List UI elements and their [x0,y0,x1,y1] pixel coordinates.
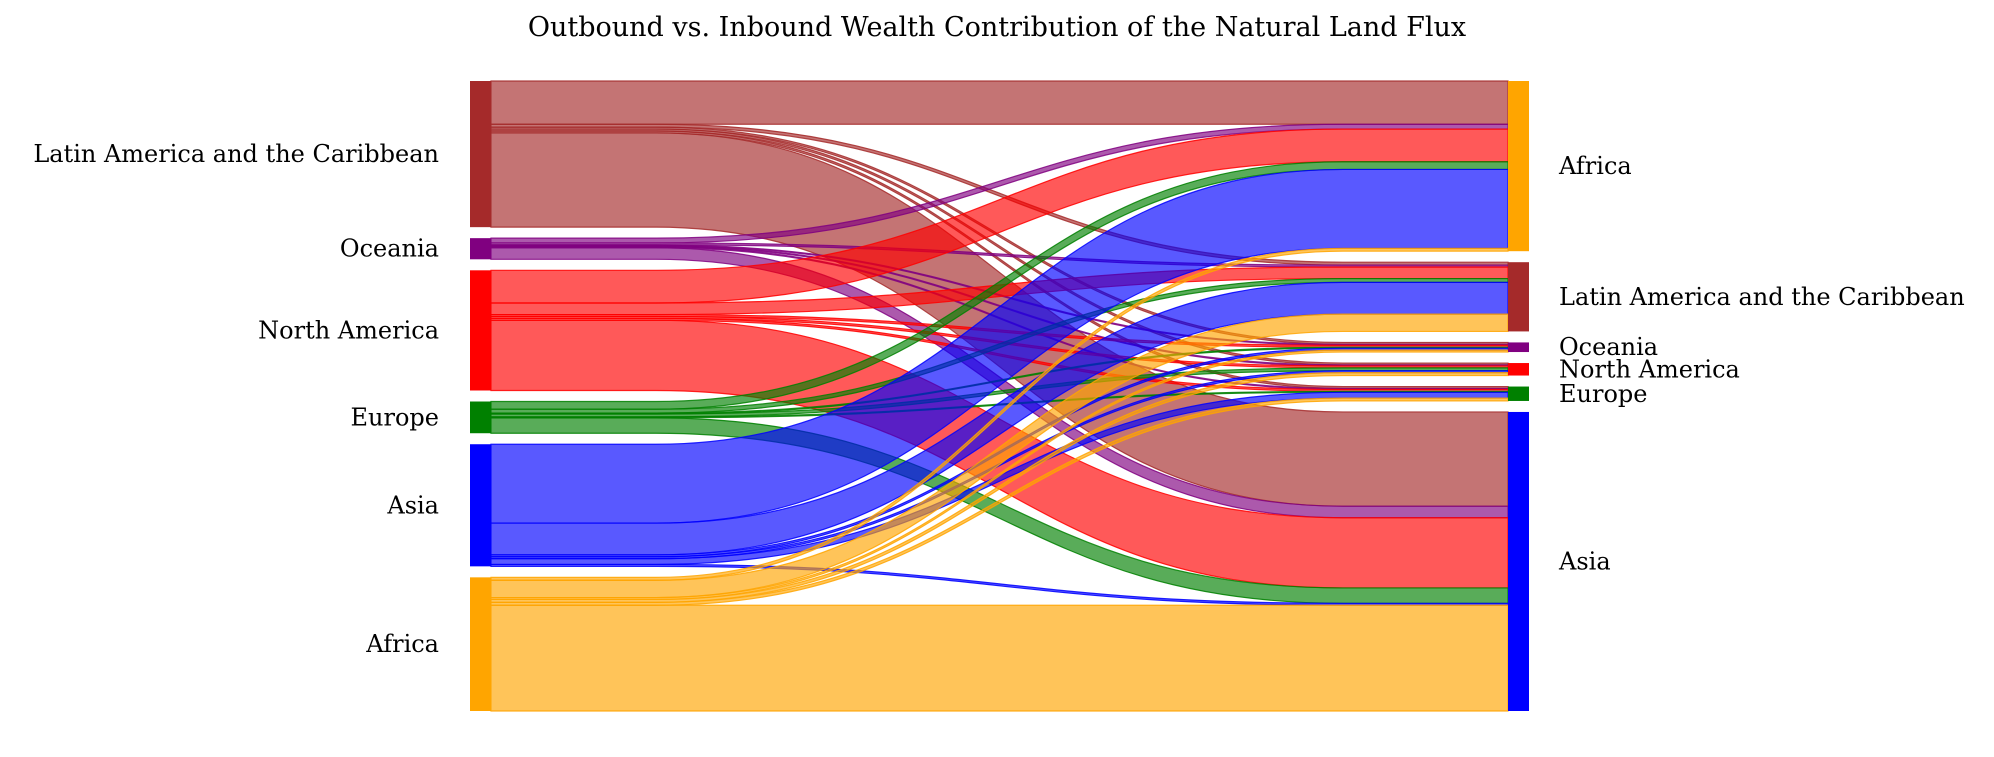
source-label-europe: Europe [351,403,439,431]
flow-links [490,80,1509,712]
flow-africa-to-europe [490,397,1509,606]
source-label-north-america: North America [258,316,439,344]
source-label-africa: Africa [365,630,439,658]
source-node-asia [470,444,491,567]
flow-africa-to-asia [490,604,1509,712]
source-label-asia: Asia [386,491,439,519]
source-label-oceania: Oceania [340,235,439,263]
target-label-north-america: North America [1559,355,1740,383]
source-node-oceania [470,238,491,260]
source-node-north-america [470,270,491,391]
target-node-north-america [1508,363,1529,376]
flow-latin-america-and-the-caribbean-to-africa [490,80,1509,125]
target-label-asia: Asia [1558,547,1611,575]
target-node-europe [1508,386,1529,401]
target-node-oceania [1508,342,1529,353]
chart-title: Outbound vs. Inbound Wealth Contribution… [528,12,1466,43]
source-node-europe [470,401,491,434]
target-label-europe: Europe [1559,380,1647,408]
target-node-asia [1508,411,1529,711]
target-label-latin-america-and-the-caribbean: Latin America and the Caribbean [1559,283,1965,311]
source-node-latin-america-and-the-caribbean [470,81,491,228]
node-labels: Latin America and the CaribbeanOceaniaNo… [33,140,1964,658]
target-node-latin-america-and-the-caribbean [1508,262,1529,332]
target-label-oceania: Oceania [1559,333,1658,361]
target-label-africa: Africa [1558,152,1632,180]
source-label-latin-america-and-the-caribbean: Latin America and the Caribbean [33,140,439,168]
source-node-africa [470,577,491,711]
nodes [470,81,1529,711]
target-node-africa [1508,81,1529,252]
